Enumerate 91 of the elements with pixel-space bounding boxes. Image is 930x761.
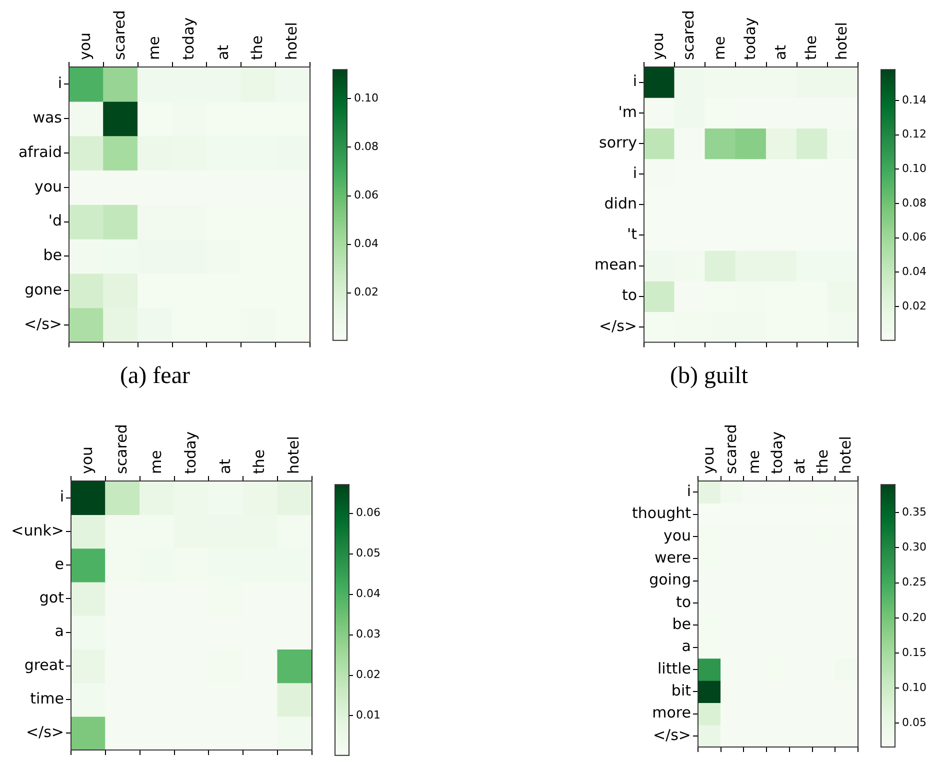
x-tick-label: at	[216, 458, 234, 474]
y-tick-label: gone	[24, 280, 62, 298]
x-tick-label: you	[78, 446, 96, 474]
color-bar-label: 0.08	[354, 140, 378, 154]
color-bar-label: 0.10	[902, 162, 926, 176]
color-bar-label: 0.04	[902, 265, 926, 278]
color-bar-label: 0.03	[356, 628, 380, 641]
y-tick-label: bit	[671, 681, 692, 700]
y-tick-label: didn	[604, 194, 637, 212]
y-tick-label: i	[632, 72, 637, 90]
x-tick-label: scared	[110, 10, 129, 60]
text: (b) guilt	[670, 362, 748, 389]
color-bar-label: 0.08	[902, 196, 926, 210]
y-tick-label: a	[682, 637, 691, 656]
x-tick-label: hotel	[836, 436, 854, 474]
x-tick-label: today	[179, 17, 198, 60]
x-tick-label: you	[76, 32, 94, 60]
y-tick-label: e	[54, 554, 64, 573]
y-tick-label: i	[58, 74, 62, 92]
color-bar-label: 0.02	[354, 286, 378, 299]
text: (a) fear	[120, 362, 190, 389]
x-tick-label: at	[214, 44, 232, 60]
color-bar-label: 0.14	[902, 93, 926, 106]
x-tick-label: the	[248, 35, 266, 60]
y-tick-label: to	[676, 592, 691, 611]
x-tick-label: me	[745, 450, 764, 474]
x-tick-label: hotel	[832, 22, 851, 60]
color-bar-label: 0.01	[356, 708, 380, 722]
y-tick-label: afraid	[18, 142, 62, 161]
x-tick-label: today	[181, 431, 200, 474]
y-tick-label: thought	[632, 504, 692, 522]
y-tick-label: </s>	[26, 723, 64, 742]
y-tick-label: </s>	[652, 726, 691, 744]
x-tick-label: me	[144, 36, 163, 60]
color-bar-label: 0.05	[902, 716, 926, 730]
x-tick-label: you	[699, 446, 718, 474]
color-bar-label: 0.04	[354, 237, 378, 250]
y-tick-label: you	[34, 177, 62, 196]
color-bar-label: 0.20	[902, 610, 926, 624]
x-tick-label: scared	[112, 424, 131, 474]
color-bar-label: 0.25	[902, 576, 926, 589]
y-tick-label: 't	[626, 225, 638, 244]
y-tick-label: sorry	[599, 133, 638, 152]
x-tick-label: today	[768, 431, 786, 474]
color-bar-label: 0.35	[902, 506, 926, 519]
color-bar-label: 0.10	[354, 92, 378, 105]
y-tick-label: got	[39, 588, 64, 607]
color-bar-label: 0.02	[902, 299, 926, 312]
y-tick-label: <unk>	[11, 521, 64, 540]
y-tick-label: a	[54, 622, 64, 640]
y-tick-label: great	[24, 656, 64, 674]
x-tick-label: at	[771, 44, 790, 60]
x-tick-label: hotel	[282, 22, 301, 60]
color-bar-label: 0.02	[356, 668, 380, 682]
y-tick-label: 'd	[48, 212, 62, 230]
x-tick-label: at	[790, 458, 809, 474]
color-bar-label: 0.06	[902, 230, 926, 244]
x-tick-label: scared	[722, 424, 740, 474]
y-tick-label: mean	[594, 256, 637, 274]
y-tick-label: i	[60, 488, 64, 506]
y-tick-label: were	[654, 548, 691, 566]
x-tick-label: scared	[680, 10, 698, 60]
y-tick-label: </s>	[24, 314, 62, 333]
y-tick-label: little	[658, 659, 691, 678]
color-bar-label: 0.12	[902, 128, 926, 141]
x-tick-label: today	[740, 17, 759, 60]
y-tick-label: you	[663, 526, 691, 544]
y-tick-label: more	[652, 704, 691, 722]
color-bar-label: 0.05	[356, 546, 380, 560]
y-tick-label: going	[649, 570, 691, 589]
y-tick-label: was	[32, 108, 62, 126]
y-tick-label: time	[30, 689, 64, 708]
x-tick-label: me	[146, 450, 165, 474]
color-bar-label: 0.06	[356, 506, 380, 520]
y-tick-label: </s>	[598, 316, 637, 335]
y-tick-label: be	[672, 614, 691, 633]
x-tick-label: the	[814, 449, 832, 474]
color-bar-label: 0.30	[902, 540, 926, 554]
y-tick-label: be	[43, 246, 62, 264]
x-tick-label: the	[250, 449, 268, 474]
y-tick-label: i	[686, 482, 691, 500]
color-bar-label: 0.10	[902, 680, 926, 694]
color-bar-label: 0.15	[902, 646, 926, 659]
color-bar-label: 0.04	[356, 587, 380, 600]
color-bar-label: 0.06	[354, 188, 378, 202]
x-tick-label: me	[710, 36, 728, 60]
x-tick-label: the	[802, 35, 820, 60]
y-tick-label: 'm	[618, 102, 637, 121]
y-tick-label: i	[632, 164, 637, 182]
x-tick-label: hotel	[284, 436, 303, 474]
y-tick-label: to	[622, 286, 637, 304]
